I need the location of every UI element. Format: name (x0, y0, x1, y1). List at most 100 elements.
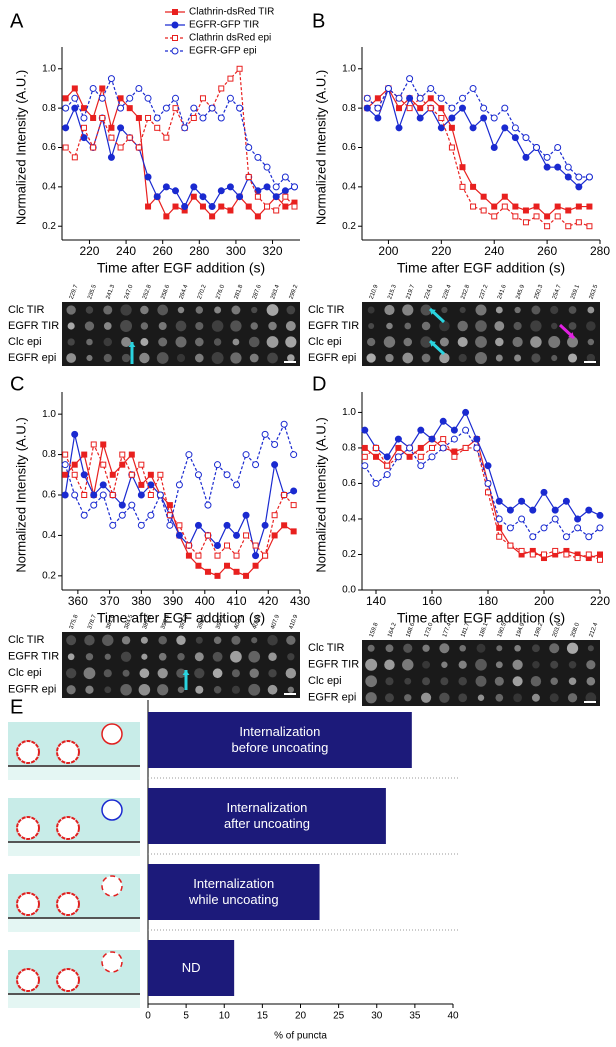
puncta (551, 354, 558, 362)
marker (406, 105, 413, 112)
puncta (459, 306, 466, 314)
puncta (103, 337, 113, 347)
arrow-head (430, 309, 436, 315)
strip-row-label: Clc epi (308, 675, 342, 687)
marker (199, 193, 207, 201)
marker (518, 547, 525, 554)
puncta (231, 305, 241, 315)
marker (71, 471, 78, 478)
puncta (67, 322, 75, 330)
marker (372, 479, 380, 487)
marker (194, 471, 202, 479)
y-tick-label: 0.6 (42, 490, 56, 501)
puncta (548, 336, 561, 348)
marker (190, 104, 198, 112)
marker (417, 444, 424, 451)
strip-time: 168.6 (405, 621, 416, 638)
strip-row-label: EGFR TIR (308, 659, 359, 671)
marker (261, 521, 269, 529)
puncta (384, 304, 395, 316)
strip-time: 228.4 (442, 283, 453, 300)
strip-time: 164.2 (387, 621, 398, 638)
strip-time: 270.2 (197, 283, 208, 300)
strip-time: 208.0 (570, 621, 581, 638)
marker (543, 163, 551, 171)
puncta (550, 677, 558, 686)
marker (290, 528, 297, 535)
marker (438, 105, 445, 112)
strip-time: 410.9 (289, 613, 300, 630)
marker (233, 531, 241, 539)
cartoon-cell (8, 842, 140, 856)
puncta (84, 321, 95, 331)
marker (190, 114, 197, 121)
strip-row-label: EGFR epi (308, 352, 356, 364)
puncta (494, 676, 504, 686)
marker (99, 491, 107, 499)
puncta (439, 692, 450, 703)
y-tick-label: 0.8 (342, 103, 356, 114)
puncta (475, 675, 487, 687)
puncta (66, 305, 76, 315)
marker (282, 193, 289, 200)
strip-time: 250.3 (534, 283, 545, 300)
vesicle (56, 816, 80, 840)
marker (586, 223, 593, 230)
puncta (457, 336, 468, 348)
puncta (231, 635, 241, 645)
strip-time: 159.8 (369, 621, 380, 638)
marker (166, 521, 174, 529)
marker (71, 461, 78, 468)
puncta (120, 304, 132, 316)
marker (71, 104, 79, 112)
puncta (195, 685, 204, 694)
marker (282, 203, 289, 210)
puncta (195, 636, 203, 644)
puncta (476, 643, 486, 653)
y-tick-label: 0.4 (42, 530, 56, 541)
puncta (102, 634, 114, 646)
x-tick-label: 10 (219, 1011, 231, 1022)
puncta (530, 676, 542, 687)
y-tick-label: 1.0 (342, 407, 356, 418)
marker (128, 451, 135, 458)
marker (108, 124, 115, 131)
puncta (495, 693, 504, 702)
marker (554, 213, 561, 220)
marker (208, 203, 216, 211)
strip-time: 194.9 (515, 621, 526, 638)
strip-time: 264.4 (179, 283, 190, 300)
arrow-head (182, 670, 190, 675)
puncta (568, 322, 577, 330)
strip-time: 254.7 (552, 283, 563, 300)
puncta (495, 337, 504, 347)
puncta (286, 635, 296, 645)
arrow-head (128, 342, 136, 347)
marker (396, 105, 403, 112)
puncta (266, 336, 279, 348)
puncta (214, 306, 222, 314)
marker (154, 124, 161, 131)
puncta (250, 322, 258, 330)
y-tick-label: 0.2 (42, 221, 56, 232)
marker (540, 488, 548, 496)
marker (89, 84, 97, 92)
bar (148, 864, 320, 920)
marker (417, 462, 425, 470)
marker (574, 524, 582, 532)
puncta (551, 322, 558, 330)
marker (496, 533, 503, 540)
cartoon-cell (8, 994, 140, 1008)
puncta (365, 675, 377, 688)
marker (437, 124, 445, 132)
marker (236, 65, 243, 72)
marker (204, 532, 211, 539)
puncta (158, 635, 167, 645)
puncta (439, 643, 450, 654)
puncta (587, 645, 594, 652)
marker (185, 552, 192, 559)
marker (585, 533, 593, 541)
marker (462, 444, 469, 451)
marker (108, 134, 115, 141)
strip-time: 402.1 (234, 613, 245, 630)
